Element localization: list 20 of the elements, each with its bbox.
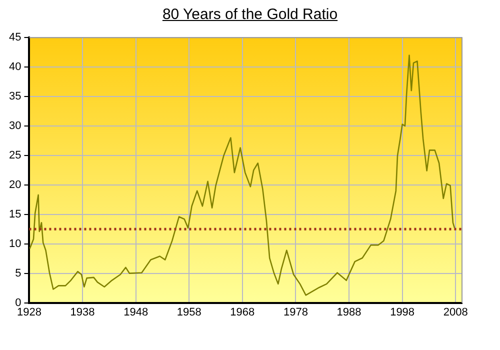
x-tick-label: 1978 [283, 306, 308, 318]
x-tick-label: 1998 [390, 306, 415, 318]
y-tick-label: 20 [8, 178, 22, 191]
y-tick-label: 5 [15, 267, 22, 280]
y-tick-label: 35 [8, 90, 22, 103]
x-tick-label: 2008 [443, 306, 468, 318]
y-tick-label: 10 [8, 238, 22, 250]
y-tick-label: 45 [8, 32, 22, 44]
x-tick-label: 1958 [176, 306, 202, 318]
y-tick-label: 0 [15, 296, 22, 309]
x-tick-label: 1948 [124, 306, 148, 318]
y-tick-label: 25 [8, 150, 22, 162]
y-tick-label: 40 [8, 61, 22, 74]
chart-title: 80 Years of the Gold Ratio [161, 6, 339, 23]
x-tick-label: 1938 [70, 306, 95, 318]
x-tick-label: 1988 [336, 306, 362, 318]
y-tick-label: 30 [8, 120, 22, 132]
x-tick-label: 1928 [16, 306, 42, 318]
x-tick-label: 1968 [230, 306, 255, 318]
y-tick-label: 15 [8, 208, 22, 220]
